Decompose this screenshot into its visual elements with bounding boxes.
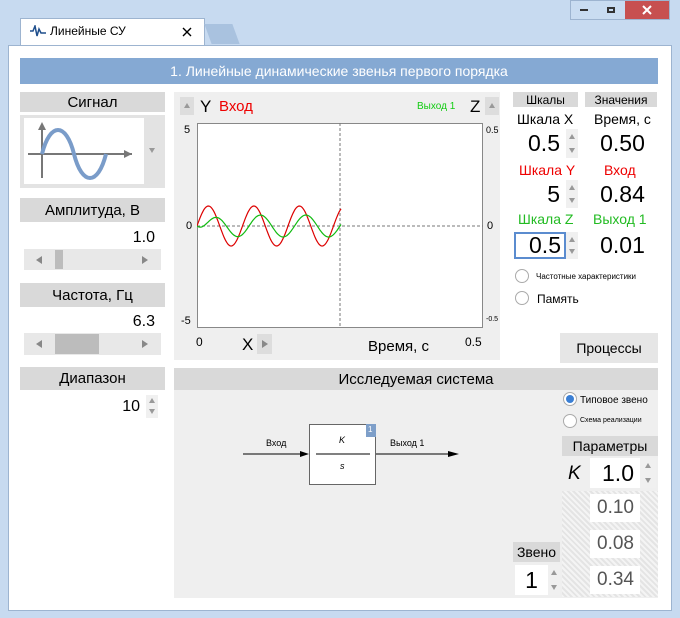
range-spinner[interactable] xyxy=(146,395,158,418)
scheme-label: Схема реализации xyxy=(580,417,642,424)
typical-link-label: Типовое звено xyxy=(580,395,648,406)
amplitude-input[interactable]: 1.0 xyxy=(24,227,161,249)
y-scale-button[interactable] xyxy=(180,97,194,115)
amplitude-title: Амплитуда, В xyxy=(20,198,165,222)
scale-z-input[interactable]: 0.5 xyxy=(514,232,566,259)
block-diagram xyxy=(243,424,459,485)
scales-title: Шкалы xyxy=(513,92,578,107)
time-value: 0.50 xyxy=(590,129,655,158)
tab-close[interactable] xyxy=(182,27,192,37)
frequency-title: Частота, Гц xyxy=(20,283,165,307)
link-spinner[interactable] xyxy=(548,565,560,595)
tab-active[interactable] xyxy=(20,18,205,46)
close-button[interactable] xyxy=(625,1,669,19)
link-input[interactable]: 1 xyxy=(515,565,548,595)
scale-x-input[interactable]: 0.5 xyxy=(513,129,566,158)
z-tick-label: 0 xyxy=(487,220,494,232)
block-number: 1 xyxy=(368,425,373,434)
scale-z-label: Шкала Z xyxy=(518,211,574,227)
maximize-button[interactable] xyxy=(598,1,624,19)
tab-title: Линейные СУ xyxy=(50,24,126,38)
radio-typical[interactable] xyxy=(563,392,577,406)
param-input: 0.08 xyxy=(590,530,640,558)
dropdown-arrow[interactable] xyxy=(149,148,155,153)
output-trace xyxy=(197,214,342,238)
tab-icon xyxy=(30,25,46,37)
y-label: Y xyxy=(200,97,212,116)
frequency-thumb[interactable] xyxy=(55,334,99,354)
scale-y-input[interactable]: 5 xyxy=(513,180,566,208)
x-title: Время, с xyxy=(368,338,429,355)
slider-right[interactable] xyxy=(142,340,148,348)
scale-y-label: Шкала Y xyxy=(519,162,576,178)
y-tick-label: 5 xyxy=(184,124,191,136)
frequency-input[interactable]: 6.3 xyxy=(24,311,161,333)
z-scale-button[interactable] xyxy=(485,97,499,115)
minimize-button[interactable] xyxy=(571,1,597,19)
slider-right[interactable] xyxy=(142,256,148,264)
z-tick-label: -0.5 xyxy=(486,316,499,323)
x-end-label: 0.5 xyxy=(465,335,482,349)
header-title: 1. Линейные динамические звенья первого … xyxy=(20,58,658,84)
frequency-response-label: Частотные характеристики xyxy=(536,272,637,281)
z-label: Z xyxy=(470,97,481,116)
radio-frequency[interactable] xyxy=(515,269,529,283)
param-input: 0.34 xyxy=(590,566,640,594)
signal-title: Сигнал xyxy=(20,92,165,112)
param-input: 0.10 xyxy=(590,494,640,522)
scale-x-spinner[interactable] xyxy=(566,129,578,158)
amplitude-thumb[interactable] xyxy=(55,250,63,269)
slider-left[interactable] xyxy=(36,340,42,348)
y-tick-label: 0 xyxy=(186,220,193,232)
scale-z-spinner[interactable] xyxy=(566,232,578,259)
output-value-label: Выход 1 xyxy=(593,211,647,227)
radio-scheme[interactable] xyxy=(563,414,577,428)
input-value-label: Вход xyxy=(604,162,636,178)
memory-label: Память xyxy=(537,292,579,306)
parameters-title: Параметры xyxy=(562,436,658,456)
output-legend: Выход 1 xyxy=(417,101,456,112)
amplitude-slider[interactable] xyxy=(24,249,161,270)
radio-memory[interactable] xyxy=(515,291,529,305)
output-value: 0.01 xyxy=(590,232,655,259)
processes-button[interactable]: Процессы xyxy=(560,333,658,363)
system-title: Исследуемая система xyxy=(174,368,658,390)
diagram-input: Вход xyxy=(266,438,287,448)
link-title: Звено xyxy=(513,542,560,562)
range-title: Диапазон xyxy=(20,367,165,390)
values-title: Значения xyxy=(585,92,657,107)
tab-new[interactable] xyxy=(204,24,240,44)
close-icon xyxy=(642,5,652,15)
x-scale-button[interactable] xyxy=(257,334,272,354)
numerator: K xyxy=(339,435,346,445)
range-input[interactable]: 10 xyxy=(24,395,146,418)
scale-x-label: Шкала X xyxy=(517,111,574,127)
k-input[interactable]: 1.0 xyxy=(590,458,640,488)
y-tick-label: -5 xyxy=(181,315,191,327)
denominator: s xyxy=(340,461,345,471)
diagram-output: Выход 1 xyxy=(390,438,425,448)
x-label: X xyxy=(242,335,254,354)
input-trace xyxy=(197,205,342,247)
signal-icon xyxy=(24,118,144,184)
plot-area xyxy=(197,123,483,328)
z-tick-label: 0.5 xyxy=(486,125,499,135)
scale-y-spinner[interactable] xyxy=(566,180,578,208)
input-value: 0.84 xyxy=(590,180,655,208)
k-spinner[interactable] xyxy=(640,458,656,488)
x-start-label: 0 xyxy=(196,335,203,349)
input-legend: Вход xyxy=(219,98,253,115)
k-label: K xyxy=(568,463,581,484)
time-label: Время, с xyxy=(594,111,651,127)
slider-left[interactable] xyxy=(36,256,42,264)
